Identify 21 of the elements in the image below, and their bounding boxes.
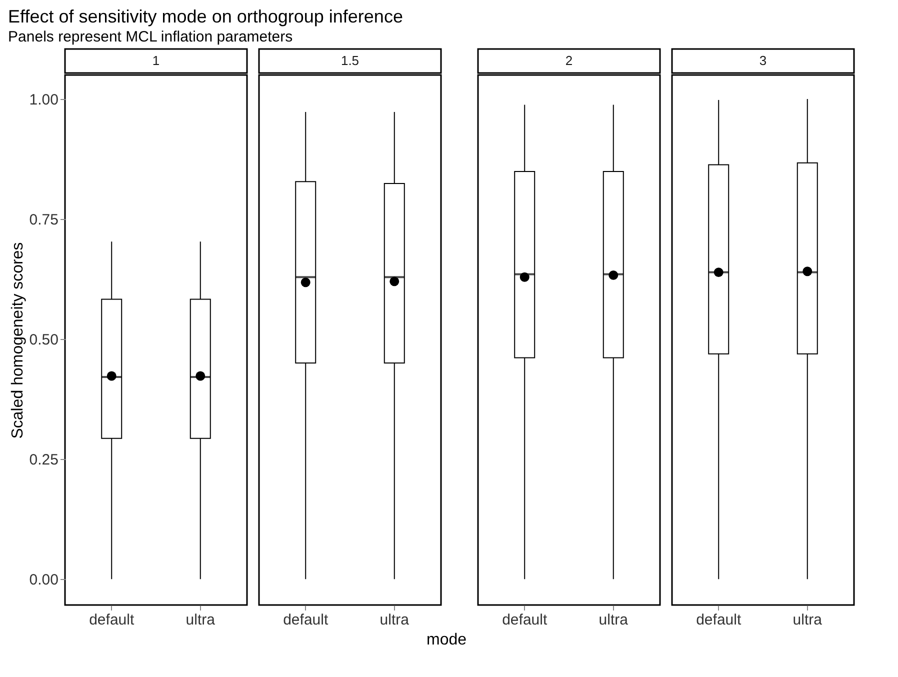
text: 3 (759, 53, 767, 68)
text: 1 (152, 53, 160, 68)
y-tick-label: 0.50 (29, 332, 58, 349)
text: 1.5 (340, 53, 360, 68)
text: 2 (565, 53, 573, 68)
x-tick-label: ultra (792, 612, 823, 628)
y-tick-label: 0.75 (29, 212, 58, 229)
chart-subtitle: Panels represent MCL inflation parameters (8, 28, 293, 46)
y-axis-title: Scaled homogeneity scores (9, 242, 26, 439)
x-tick-label: ultra (380, 612, 410, 628)
x-tick-label: default (502, 612, 548, 628)
x-tick-label: default (89, 612, 135, 628)
y-tick-label: 0.00 (29, 572, 58, 589)
x-axis-title: mode (426, 632, 467, 648)
x-tick-label: default (696, 612, 742, 628)
x-tick-label: ultra (598, 612, 629, 628)
x-tick-label: ultra (186, 612, 216, 628)
y-tick-label: 0.25 (29, 452, 58, 469)
chart-title: Effect of sensitivity mode on orthogroup inference (8, 6, 403, 26)
y-tick-label: 1.00 (29, 92, 58, 109)
x-tick-label: default (283, 612, 329, 628)
